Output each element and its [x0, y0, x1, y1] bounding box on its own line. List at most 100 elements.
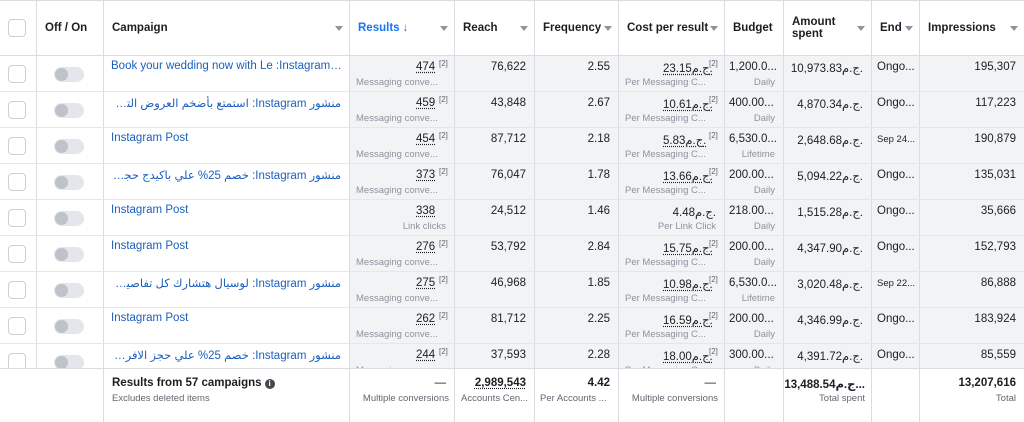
- budget-value[interactable]: 200.00...: [729, 313, 774, 325]
- row-checkbox[interactable]: [8, 316, 26, 335]
- chevron-down-icon[interactable]: [905, 26, 913, 31]
- impressions-value: 190,879: [974, 133, 1016, 145]
- row-checkbox[interactable]: [8, 280, 26, 299]
- row-frequency-cell: 1.85: [535, 272, 619, 307]
- row-checkbox[interactable]: [8, 64, 26, 83]
- row-reach-cell: 81,712: [455, 308, 535, 343]
- cpr-value[interactable]: 5.83ج.م.: [663, 135, 707, 147]
- table-row[interactable]: Instagram Post 454 [2] Messaging conve... 87…: [0, 128, 1024, 164]
- cpr-value[interactable]: 23.15ج.م.: [663, 63, 713, 75]
- ends-value: Ongo...: [877, 241, 915, 253]
- chevron-down-icon[interactable]: [520, 26, 528, 31]
- cpr-value[interactable]: 18.00ج.م.: [663, 351, 713, 363]
- ends-header-label: Ends: [880, 22, 902, 34]
- select-all-checkbox[interactable]: [8, 19, 26, 37]
- table-row[interactable]: Instagram Post 262 [2] Messaging conve... 81…: [0, 308, 1024, 344]
- table-row[interactable]: منشور Instagram: استمتع بأضخم العروض الت…: [0, 92, 1024, 128]
- footer-reach-value[interactable]: 2,989,543: [474, 377, 526, 389]
- spent-value: 10,973.83ج.م.: [790, 63, 863, 75]
- frequency-value: 1.46: [587, 205, 610, 217]
- row-checkbox[interactable]: [8, 172, 26, 191]
- campaign-on-off-toggle[interactable]: [54, 318, 84, 334]
- results-value[interactable]: 459: [416, 97, 436, 109]
- campaign-name-link[interactable]: Instagram Post: [111, 132, 189, 144]
- chevron-down-icon[interactable]: [604, 26, 612, 31]
- toggle-knob: [55, 355, 68, 369]
- budget-value[interactable]: 300.00...: [729, 349, 774, 361]
- footer-frequency-sub: Per Accounts ...: [540, 393, 607, 404]
- campaign-name-link[interactable]: منشور Instagram: لوسيال هتشارك كل تفاصيل…: [111, 278, 341, 290]
- table-row[interactable]: Instagram Post 276 [2] Messaging conve... 53…: [0, 236, 1024, 272]
- campaign-name-link[interactable]: Instagram Post: [111, 312, 189, 324]
- cpr-value[interactable]: 4.48ج.م.: [672, 207, 716, 219]
- campaign-on-off-toggle[interactable]: [54, 174, 84, 190]
- cpr-value[interactable]: 10.61ج.م.: [663, 99, 713, 111]
- chevron-down-icon[interactable]: [335, 26, 343, 31]
- campaign-name-link[interactable]: Instagram Post: [111, 240, 189, 252]
- budget-value[interactable]: 200.00...: [729, 241, 774, 253]
- campaign-on-off-toggle[interactable]: [54, 138, 84, 154]
- chevron-down-icon[interactable]: [1010, 26, 1018, 31]
- campaign-on-off-toggle[interactable]: [54, 282, 84, 298]
- table-row[interactable]: Instagram Post 338 Link clicks 24,512 1.46 4.…: [0, 200, 1024, 236]
- ends-value: Ongo...: [877, 313, 915, 325]
- row-cpr-cell: 10.61ج.م. [2] Per Messaging C...: [619, 92, 725, 127]
- info-icon[interactable]: i: [264, 379, 275, 389]
- results-value[interactable]: 338: [416, 205, 436, 217]
- row-spent-cell: 4,346.99ج.م.: [784, 308, 872, 343]
- row-reach-cell: 43,848: [455, 92, 535, 127]
- campaign-name-link[interactable]: Instagram Post: [111, 204, 189, 216]
- campaign-name-link[interactable]: منشور Instagram: خصم 25% علي باكيدج حجز …: [111, 170, 341, 182]
- chevron-down-icon[interactable]: [857, 26, 865, 31]
- results-value[interactable]: 276: [416, 241, 436, 253]
- ends-value: Ongo...: [877, 97, 915, 109]
- budget-value[interactable]: 200.00...: [729, 169, 774, 181]
- campaign-name-link[interactable]: منشور Instagram: استمتع بأضخم العروض الت…: [111, 98, 341, 110]
- budget-value[interactable]: 6,530.0...: [729, 133, 777, 145]
- table-row[interactable]: منشور Instagram: لوسيال هتشارك كل تفاصيل…: [0, 272, 1024, 308]
- results-value[interactable]: 373: [416, 169, 436, 181]
- campaign-on-off-toggle[interactable]: [54, 210, 84, 226]
- budget-value[interactable]: 1,200.0...: [729, 61, 777, 73]
- row-checkbox[interactable]: [8, 136, 26, 155]
- cpr-value[interactable]: 15.75ج.م.: [663, 243, 713, 255]
- header-frequency[interactable]: Frequency: [535, 1, 619, 55]
- results-value[interactable]: 454: [416, 133, 436, 145]
- row-cpr-cell: 10.98ج.م. [2] Per Messaging C...: [619, 272, 725, 307]
- budget-value[interactable]: 218.00...: [729, 205, 774, 217]
- row-checkbox[interactable]: [8, 100, 26, 119]
- cpr-value[interactable]: 10.98ج.م.: [663, 279, 713, 291]
- budget-value[interactable]: 400.00...: [729, 97, 774, 109]
- header-amount-spent[interactable]: Amount spent: [784, 1, 872, 55]
- budget-value[interactable]: 6,530.0...: [729, 277, 777, 289]
- reach-value: 76,622: [490, 61, 526, 73]
- campaign-on-off-toggle[interactable]: [54, 354, 84, 370]
- header-impressions[interactable]: Impressions: [920, 1, 1024, 55]
- campaign-on-off-toggle[interactable]: [54, 102, 84, 118]
- header-reach[interactable]: Reach: [455, 1, 535, 55]
- table-row[interactable]: Book your wedding now with Le :Instagram…: [0, 56, 1024, 92]
- chevron-down-icon[interactable]: [440, 26, 448, 31]
- cpr-value[interactable]: 16.59ج.م.: [663, 315, 713, 327]
- results-value[interactable]: 474: [416, 61, 436, 73]
- cpr-value[interactable]: 13.66ج.م.: [663, 171, 713, 183]
- campaign-name-link[interactable]: منشور Instagram: خصم 25% علي حجز الافراح…: [111, 350, 341, 362]
- results-value[interactable]: 244: [416, 349, 436, 361]
- header-budget[interactable]: Budget: [725, 1, 784, 55]
- campaign-on-off-toggle[interactable]: [54, 66, 84, 82]
- header-ends[interactable]: Ends: [872, 1, 920, 55]
- row-checkbox[interactable]: [8, 244, 26, 263]
- chevron-down-icon[interactable]: [710, 26, 718, 31]
- table-row[interactable]: منشور Instagram: خصم 25% علي باكيدج حجز …: [0, 164, 1024, 200]
- header-campaign[interactable]: Campaign: [104, 1, 350, 55]
- reach-header-label: Reach: [463, 22, 498, 34]
- header-results[interactable]: Results ↓: [350, 1, 455, 55]
- row-checkbox[interactable]: [8, 208, 26, 227]
- header-cost-per-result[interactable]: Cost per result: [619, 1, 725, 55]
- results-type: Messaging conve...: [356, 329, 438, 340]
- results-value[interactable]: 262: [416, 313, 436, 325]
- row-results-cell: 373 [2] Messaging conve...: [350, 164, 455, 199]
- campaign-name-link[interactable]: Book your wedding now with Le :Instagram…: [111, 60, 343, 72]
- campaign-on-off-toggle[interactable]: [54, 246, 84, 262]
- results-value[interactable]: 275: [416, 277, 436, 289]
